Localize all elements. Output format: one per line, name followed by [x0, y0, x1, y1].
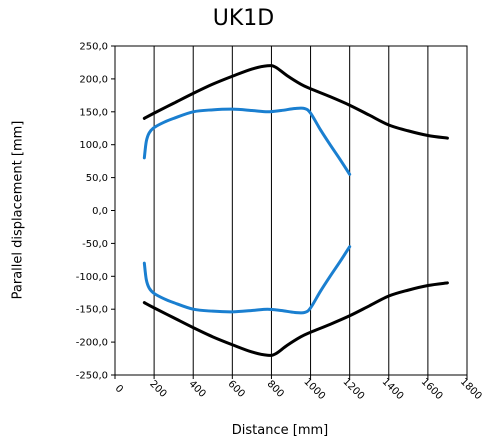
y-tick-label: 50,0 — [86, 173, 108, 184]
y-tick-label: 100,0 — [79, 140, 108, 151]
series-lines — [142, 64, 449, 357]
x-axis-label: Distance [mm] — [231, 423, 329, 438]
x-tick-label: 1800 — [458, 376, 484, 402]
y-tick-label: -100,0 — [76, 272, 108, 283]
x-tick-label: 1400 — [380, 376, 406, 402]
y-tick-label: 250,0 — [79, 42, 108, 53]
x-tick-label: 1600 — [419, 376, 445, 402]
x-tick-label: 1200 — [341, 376, 367, 402]
y-tick-label: -50,0 — [82, 239, 108, 250]
series-line-2 — [142, 106, 352, 176]
y-tick-label: 200,0 — [79, 74, 108, 85]
grid — [111, 45, 468, 379]
series-line-4 — [142, 281, 449, 357]
y-tick-label: 0,0 — [92, 206, 108, 217]
x-tick-label: 0 — [113, 383, 125, 395]
chart-title: UK1D — [212, 6, 275, 31]
x-tick-label: 600 — [225, 379, 246, 400]
series-line-1 — [142, 64, 449, 140]
y-tick-label: -150,0 — [76, 305, 108, 316]
x-tick-label: 800 — [265, 379, 286, 400]
y-tick-label: -250,0 — [76, 371, 108, 382]
y-tick-label: -200,0 — [76, 338, 108, 349]
tick-labels: 0 200 400 600 800 1000 1200 1400 1600 1800 250,0 20… — [76, 42, 484, 403]
x-tick-label: 200 — [147, 379, 168, 400]
x-tick-label: 400 — [186, 379, 207, 400]
y-tick-label: 150,0 — [79, 107, 108, 118]
plot-frame — [114, 45, 468, 376]
series-line-3 — [142, 245, 352, 315]
x-tick-label: 1000 — [301, 376, 327, 402]
